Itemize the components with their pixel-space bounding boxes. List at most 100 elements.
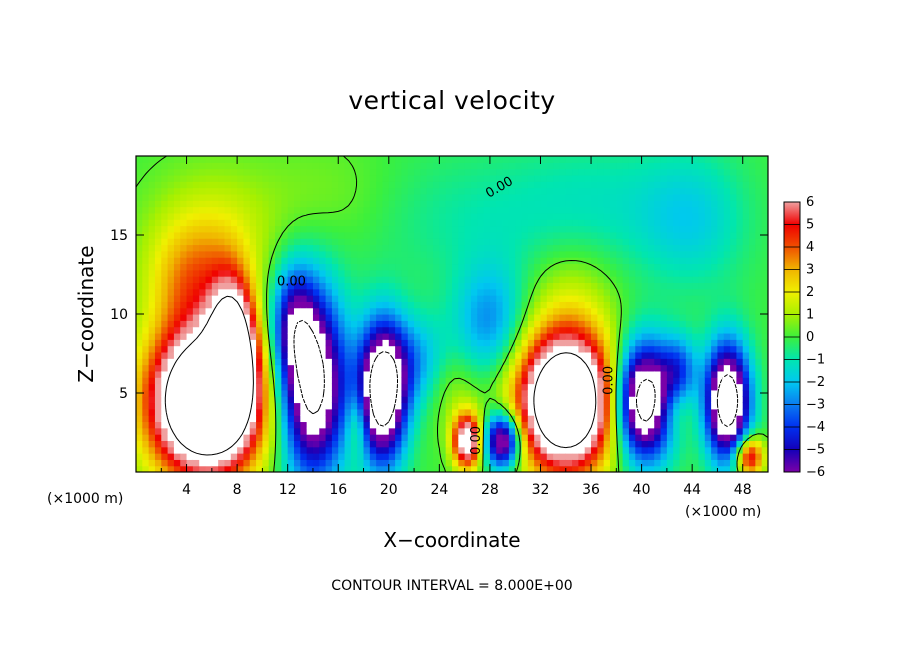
- heatmap-cell: [565, 326, 573, 334]
- heatmap-cell: [610, 345, 617, 353]
- heatmap-cell: [546, 156, 554, 163]
- heatmap-cell: [224, 345, 232, 353]
- heatmap-cell: [445, 174, 453, 182]
- heatmap-cell: [730, 364, 737, 372]
- heatmap-cell: [755, 383, 763, 391]
- heatmap-cell: [749, 351, 756, 359]
- heatmap-cell: [628, 187, 636, 195]
- heatmap-cell: [325, 219, 333, 227]
- heatmap-cell: [369, 187, 377, 195]
- heatmap-cell: [584, 427, 592, 435]
- heatmap-cell: [142, 351, 150, 359]
- heatmap-cell: [761, 269, 768, 277]
- heatmap-cell: [407, 276, 415, 283]
- heatmap-cell: [755, 193, 763, 201]
- heatmap-cell: [647, 427, 655, 435]
- heatmap-cell: [483, 396, 491, 404]
- heatmap-cell: [287, 225, 295, 233]
- heatmap-cell: [452, 377, 459, 385]
- heatmap-cell: [470, 276, 478, 283]
- heatmap-cell: [230, 320, 238, 328]
- heatmap-cell: [192, 238, 200, 246]
- heatmap-cell: [736, 225, 744, 233]
- heatmap-cell: [211, 225, 219, 233]
- heatmap-cell: [262, 244, 270, 252]
- heatmap-cell: [742, 257, 750, 265]
- heatmap-cell: [534, 181, 542, 189]
- heatmap-cell: [755, 225, 763, 233]
- heatmap-cell: [275, 402, 282, 410]
- heatmap-cell: [395, 257, 403, 265]
- heatmap-cell: [489, 358, 497, 366]
- heatmap-cell: [262, 156, 270, 163]
- heatmap-cell: [224, 446, 232, 454]
- heatmap-cell: [262, 193, 270, 201]
- heatmap-cell: [395, 453, 403, 460]
- heatmap-cell: [723, 250, 731, 258]
- heatmap-cell: [249, 225, 257, 233]
- heatmap-cell: [515, 257, 523, 265]
- heatmap-cell: [363, 301, 371, 309]
- heatmap-cell: [565, 307, 573, 315]
- heatmap-cell: [628, 383, 636, 391]
- heatmap-cell: [136, 396, 143, 404]
- heatmap-cell: [154, 168, 162, 176]
- heatmap-cell: [546, 200, 554, 208]
- heatmap-cell: [237, 181, 245, 189]
- heatmap-cell: [268, 453, 276, 460]
- heatmap-cell: [704, 212, 712, 220]
- heatmap-cell: [628, 459, 636, 467]
- heatmap-cell: [470, 301, 478, 309]
- heatmap-cell: [515, 370, 523, 378]
- heatmap-cell: [312, 250, 320, 258]
- heatmap-cell: [584, 421, 592, 429]
- heatmap-cell: [363, 282, 371, 290]
- heatmap-cell: [464, 193, 472, 201]
- heatmap-cell: [331, 295, 339, 302]
- heatmap-cell: [300, 351, 308, 359]
- heatmap-cell: [559, 358, 567, 366]
- heatmap-cell: [173, 200, 181, 208]
- heatmap-cell: [717, 402, 725, 410]
- heatmap-cell: [616, 187, 624, 195]
- heatmap-cell: [692, 257, 700, 265]
- heatmap-cell: [603, 345, 611, 353]
- heatmap-cell: [136, 238, 143, 246]
- heatmap-cell: [723, 212, 731, 220]
- heatmap-cell: [154, 231, 162, 239]
- heatmap-cell: [458, 187, 466, 195]
- heatmap-cell: [578, 193, 586, 201]
- heatmap-cell: [477, 282, 485, 290]
- heatmap-cell: [496, 307, 504, 315]
- heatmap-cell: [395, 465, 403, 472]
- heatmap-cell: [572, 465, 579, 472]
- heatmap-cell: [439, 231, 447, 239]
- heatmap-cell: [761, 339, 768, 347]
- heatmap-cell: [603, 358, 611, 366]
- heatmap-cell: [578, 301, 586, 309]
- heatmap-cell: [496, 440, 504, 448]
- heatmap-cell: [338, 415, 346, 423]
- heatmap-cell: [673, 225, 681, 233]
- heatmap-cell: [275, 212, 282, 220]
- heatmap-cell: [426, 174, 434, 182]
- heatmap-cell: [483, 332, 491, 340]
- heatmap-cell: [464, 345, 472, 353]
- heatmap-cell: [407, 377, 415, 385]
- heatmap-cell: [698, 377, 706, 385]
- heatmap-cell: [445, 257, 453, 265]
- heatmap-cell: [755, 206, 763, 214]
- heatmap-cell: [167, 459, 175, 467]
- heatmap-cell: [407, 351, 415, 359]
- heatmap-cell: [723, 465, 731, 472]
- heatmap-cell: [458, 396, 466, 404]
- heatmap-cell: [597, 453, 605, 460]
- heatmap-cell: [736, 459, 744, 467]
- heatmap-cell: [319, 326, 327, 334]
- heatmap-cell: [654, 377, 662, 385]
- heatmap-cell: [540, 364, 548, 372]
- heatmap-cell: [553, 389, 561, 397]
- heatmap-cell: [685, 351, 693, 359]
- heatmap-cell: [401, 244, 409, 252]
- heatmap-cell: [628, 358, 636, 366]
